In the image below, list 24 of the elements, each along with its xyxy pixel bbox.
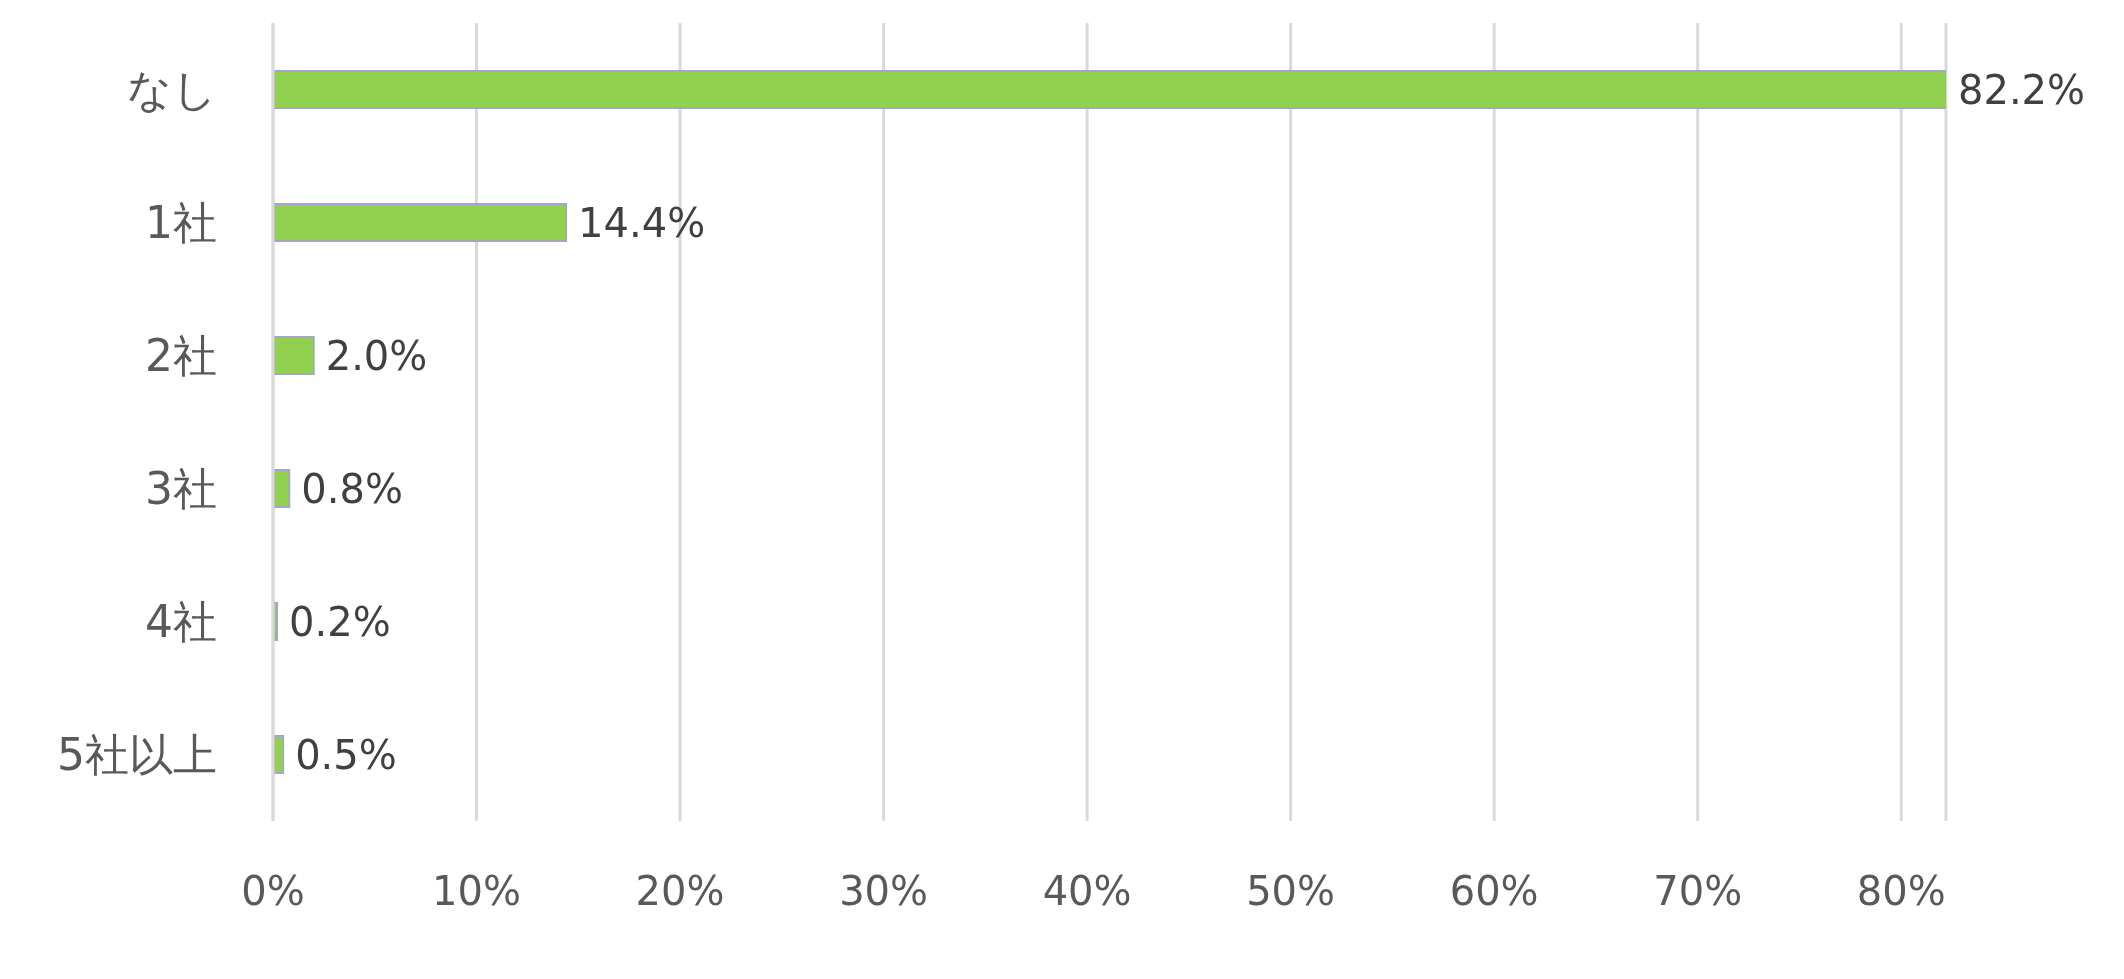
bar: [273, 69, 1946, 109]
x-tick-label: 0%: [241, 868, 305, 915]
y-tick-label: 5社以上: [57, 729, 217, 781]
x-tick-label: 10%: [432, 868, 521, 915]
x-tick-label: 30%: [839, 868, 929, 915]
x-tick-label: 50%: [1246, 868, 1336, 915]
bar: [273, 335, 315, 375]
data-label: 14.4%: [578, 199, 706, 246]
x-tick-label: 60%: [1449, 868, 1539, 915]
x-tick-label: 40%: [1042, 868, 1132, 915]
data-label: 2.0%: [325, 332, 428, 379]
data-label: 0.5%: [295, 731, 397, 778]
data-label: 0.2%: [289, 598, 391, 645]
y-tick-label: 1社: [145, 197, 217, 249]
x-tick-label: 70%: [1653, 868, 1743, 915]
data-label: 0.8%: [301, 465, 403, 512]
x-tick-label: 20%: [635, 868, 725, 915]
bar: [273, 202, 568, 242]
x-tick-label: 80%: [1856, 868, 1946, 915]
y-tick-label: なし: [127, 64, 217, 116]
y-tick-label: 3社: [145, 463, 217, 515]
data-label: 82.2%: [1958, 66, 2086, 113]
y-tick-label: 4社: [145, 596, 217, 648]
y-tick-label: 2社: [145, 330, 217, 382]
